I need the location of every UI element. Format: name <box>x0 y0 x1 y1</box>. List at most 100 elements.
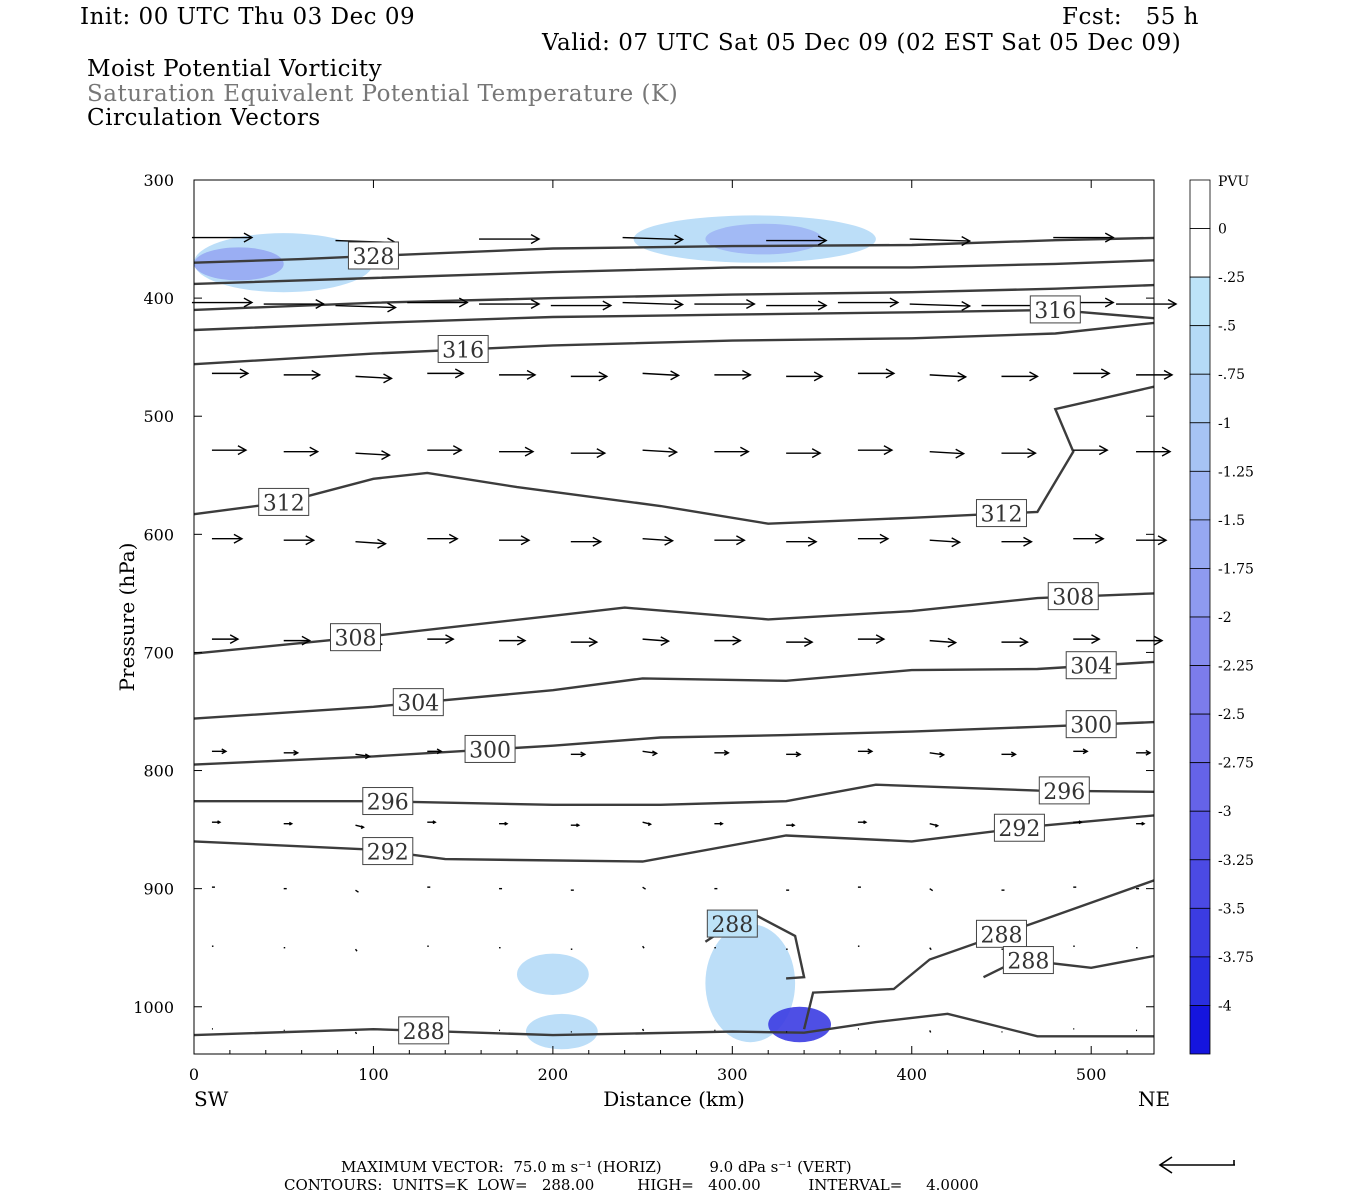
wind-vector <box>211 533 244 544</box>
colorbar-label: -2 <box>1218 610 1232 626</box>
colorbar-swatch <box>1189 713 1211 764</box>
y-tick-label: 500 <box>143 407 174 426</box>
wind-vector <box>499 446 535 457</box>
wind-vector <box>499 369 537 380</box>
wind-vector <box>427 748 443 755</box>
y-axis-label: Pressure (hPa) <box>115 543 139 692</box>
wind-vector <box>335 302 397 313</box>
colorbar-swatch <box>1189 956 1211 1006</box>
x-tick-label: 500 <box>1076 1065 1107 1084</box>
sw-endpoint-label: SW <box>194 1087 229 1111</box>
pv-region <box>516 953 589 995</box>
wind-vector <box>857 748 874 755</box>
wind-vector <box>1001 448 1037 459</box>
pv-region <box>705 223 823 255</box>
wind-vector <box>929 637 958 648</box>
theta-contour <box>193 385 1155 525</box>
colorbar-swatch <box>1189 762 1211 812</box>
wind-vector <box>355 824 365 830</box>
wind-vector <box>642 750 659 757</box>
wind-vector <box>694 299 756 310</box>
wind-vector <box>283 446 320 457</box>
wind-vector <box>283 535 316 546</box>
wind-vector <box>211 368 250 379</box>
theta-contour <box>193 1012 1154 1038</box>
wind-vector <box>857 368 896 379</box>
x-tick-label: 300 <box>717 1065 748 1084</box>
wind-vector <box>786 371 824 382</box>
colorbar-swatch <box>1189 907 1211 958</box>
contour-label-box <box>1029 295 1081 324</box>
colorbar-swatch <box>1189 325 1211 375</box>
contour-label-box <box>706 909 758 938</box>
wind-vector <box>1001 536 1033 547</box>
contour-label-box <box>1002 946 1054 975</box>
wind-vector <box>427 533 459 544</box>
theta-contour <box>193 592 1155 655</box>
wind-vector <box>355 538 387 549</box>
contour-label: 304 <box>1070 655 1112 680</box>
wind-vector <box>570 448 607 459</box>
colorbar-swatch <box>1189 519 1211 569</box>
colorbar-unit: PVU <box>1218 174 1250 190</box>
wind-vector <box>1136 446 1172 457</box>
contour-label: 296 <box>367 791 409 816</box>
contour-label: 288 <box>980 923 1022 948</box>
wind-vector <box>427 368 465 379</box>
wind-vector <box>263 299 326 310</box>
wind-vector <box>570 536 603 547</box>
colorbar-label: -2.75 <box>1218 756 1254 772</box>
wind-vector <box>714 535 746 546</box>
x-tick-label: 100 <box>358 1065 389 1084</box>
colorbar-label: -.25 <box>1218 270 1245 286</box>
wind-vector <box>427 445 463 456</box>
wind-vector <box>857 634 886 645</box>
wind-vector <box>1073 445 1109 456</box>
contour-label-box <box>1065 651 1117 680</box>
wind-vector <box>1116 299 1178 310</box>
colorbar-label: -3.5 <box>1218 901 1245 917</box>
contour-label: 288 <box>711 913 753 938</box>
wind-vector <box>1001 751 1017 758</box>
wind-vector <box>929 751 946 758</box>
init-time: Init: 00 UTC Thu 03 Dec 09 <box>80 4 416 30</box>
wind-vector <box>642 886 646 890</box>
wind-vector <box>191 297 254 308</box>
contour-label: 296 <box>1043 780 1085 805</box>
y-tick-label: 300 <box>143 171 174 190</box>
wind-vector <box>283 821 294 826</box>
contour-label: 316 <box>1034 299 1076 324</box>
contour-label: 312 <box>980 503 1022 528</box>
contour-label-box <box>1065 710 1117 739</box>
theta-contour <box>193 283 1155 312</box>
wind-vector <box>499 821 509 826</box>
wind-vector <box>929 448 966 459</box>
wind-vector <box>283 749 300 756</box>
reference-vector <box>1158 1156 1235 1174</box>
theta-contour <box>193 308 1155 332</box>
wind-vector <box>479 299 541 310</box>
colorbar-label: 0 <box>1218 222 1227 238</box>
colorbar: PVU 0 -.25 -.5 -.75 -1 -1.25 -1.5 -1.75 -2 -2.25 -2… <box>1189 174 1254 1055</box>
pv-region <box>194 247 284 281</box>
wind-vector <box>570 371 609 382</box>
wind-vector <box>355 753 371 760</box>
wind-vector <box>857 533 890 544</box>
wind-vector <box>1073 748 1089 755</box>
colorbar-label: -1.5 <box>1218 513 1245 529</box>
wind-vector <box>191 232 254 243</box>
colorbar-label: -3.75 <box>1218 950 1254 966</box>
colorbar-label: -1.25 <box>1218 464 1254 480</box>
ne-endpoint-label: NE <box>1138 1087 1170 1111</box>
pv-region <box>525 1013 598 1050</box>
theta-contour <box>193 236 1155 264</box>
colorbar-swatch <box>1189 616 1211 666</box>
contour-label: 288 <box>1007 950 1049 975</box>
contour-label: 304 <box>397 692 439 717</box>
wind-vector <box>786 751 802 758</box>
theta-contour <box>193 259 1155 286</box>
wind-vector <box>1136 635 1164 646</box>
plot-frame <box>193 179 1155 1055</box>
x-tick-label: 0 <box>189 1065 199 1084</box>
